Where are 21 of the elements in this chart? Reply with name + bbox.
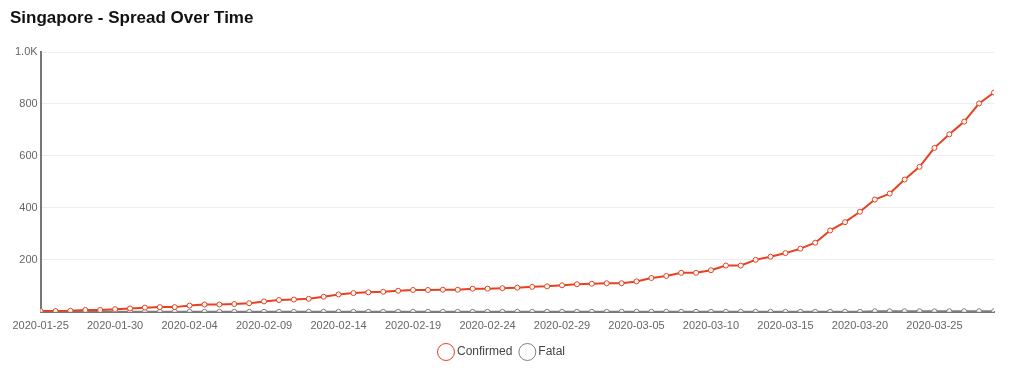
x-tick-label: 2020-02-29 [533, 319, 591, 332]
x-tick-label: 2020-02-19 [384, 319, 442, 332]
chart-title: Singapore - Spread Over Time [10, 8, 255, 28]
x-tick-label: 2020-03-10 [682, 319, 740, 332]
y-tick-label: 200 [19, 252, 38, 265]
x-tick-label: 2020-01-25 [12, 319, 69, 332]
x-tick-label: 2020-03-25 [906, 319, 963, 332]
x-tick-label: 2020-03-20 [831, 319, 889, 332]
y-tick-label: 1.0K [14, 45, 39, 58]
x-tick-label: 2020-02-14 [310, 319, 367, 332]
x-tick-label: 2020-02-09 [235, 319, 293, 332]
x-tick-label: 2020-02-04 [161, 319, 218, 332]
x-tick-label: 2020-03-05 [608, 319, 665, 332]
y-tick-label: 800 [19, 96, 38, 109]
x-tick-label: 2020-02-24 [459, 319, 516, 332]
y-tick-label: 400 [19, 200, 38, 213]
legend-label: Fatal [538, 344, 566, 359]
x-tick-label: 2020-01-30 [86, 319, 144, 332]
legend-label: Confirmed [456, 344, 513, 359]
x-tick-label: 2020-03-15 [757, 319, 814, 332]
y-tick-label: 600 [19, 148, 38, 161]
